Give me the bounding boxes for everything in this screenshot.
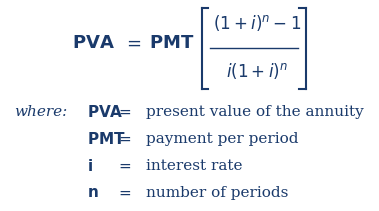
Text: $=$: $=$ [123, 34, 141, 52]
Text: present value of the annuity: present value of the annuity [146, 105, 364, 119]
Text: $=$: $=$ [116, 105, 132, 119]
Text: $\mathbf{PVA}$: $\mathbf{PVA}$ [72, 34, 115, 52]
Text: interest rate: interest rate [146, 159, 243, 173]
Text: $=$: $=$ [116, 159, 132, 173]
Text: $=$: $=$ [116, 132, 132, 146]
Text: where:: where: [14, 105, 67, 119]
Text: $i(1+i)^{n}$: $i(1+i)^{n}$ [226, 61, 288, 81]
Text: number of periods: number of periods [146, 186, 289, 200]
Text: $\mathbf{PMT}$: $\mathbf{PMT}$ [149, 34, 194, 52]
Text: $(1+i)^{n}-1$: $(1+i)^{n}-1$ [213, 13, 301, 33]
Text: $\mathbf{i}$: $\mathbf{i}$ [88, 158, 93, 174]
Text: $=$: $=$ [116, 186, 132, 200]
Text: $\mathbf{n}$: $\mathbf{n}$ [88, 186, 99, 200]
Text: $\mathbf{PVA}$: $\mathbf{PVA}$ [88, 104, 124, 120]
Text: $\mathbf{PMT}$: $\mathbf{PMT}$ [88, 131, 126, 147]
Text: payment per period: payment per period [146, 132, 299, 146]
